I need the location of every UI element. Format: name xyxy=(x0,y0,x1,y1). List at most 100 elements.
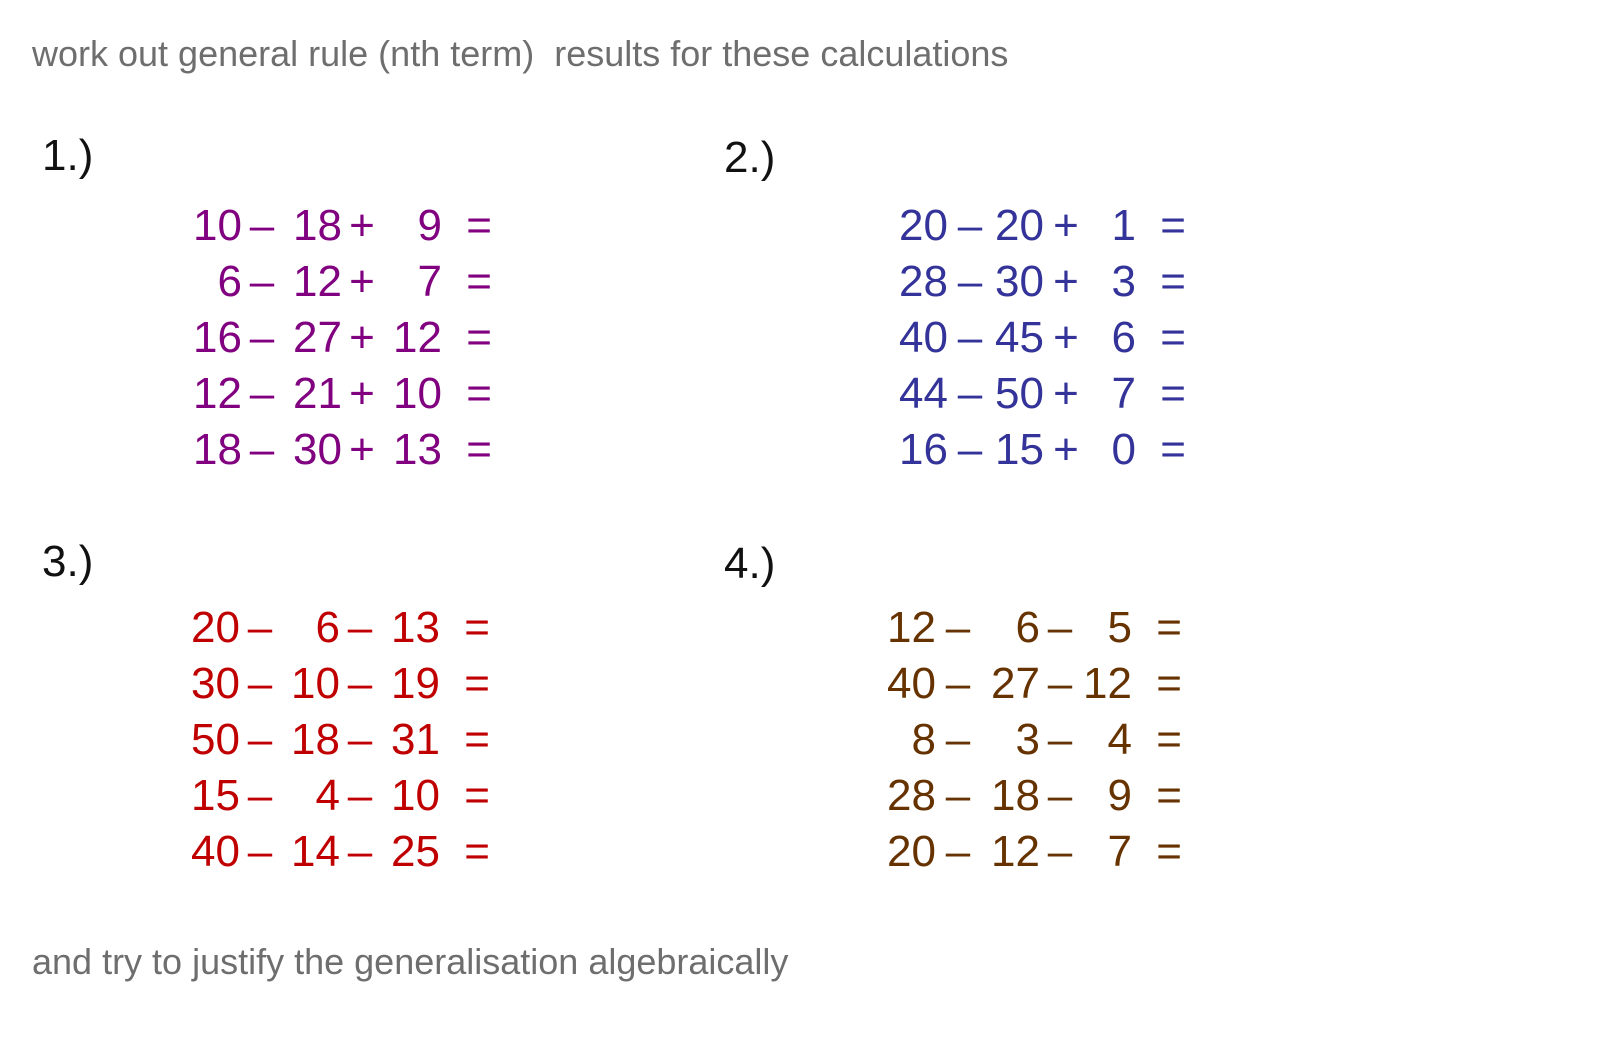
operand-a: 40 xyxy=(191,827,240,876)
operand-c: 4 xyxy=(1107,715,1132,764)
equation-row: 15–4–10 = xyxy=(186,768,490,824)
operand-c: 7 xyxy=(1107,827,1132,876)
operator-1: – xyxy=(945,603,971,652)
equals-sign: = xyxy=(1156,603,1182,652)
equation-row: 20–20 +1 = xyxy=(894,198,1186,254)
operand-a: 50 xyxy=(191,715,240,764)
operand-c: 7 xyxy=(1111,369,1136,418)
operand-c: 25 xyxy=(391,827,440,876)
operand-a: 15 xyxy=(191,771,240,820)
operand-c: 6 xyxy=(1111,313,1136,362)
equals-sign: = xyxy=(464,827,490,876)
equals-sign: = xyxy=(464,771,490,820)
operator-2: + xyxy=(349,201,375,250)
equation-row: 30–10–19 = xyxy=(186,656,490,712)
operand-c: 10 xyxy=(391,771,440,820)
equals-sign: = xyxy=(466,313,492,362)
operand-c: 9 xyxy=(417,201,442,250)
equation-row: 20–6–13 = xyxy=(186,600,490,656)
operator-2: + xyxy=(1053,369,1079,418)
equation-row: 20–12–7 = xyxy=(882,824,1182,880)
equation-row: 28–18–9 = xyxy=(882,768,1182,824)
operand-c: 1 xyxy=(1111,201,1136,250)
operand-b: 12 xyxy=(293,257,342,306)
operand-a: 28 xyxy=(899,257,948,306)
operator-2: – xyxy=(347,659,373,708)
equation-row: 40–14–25 = xyxy=(186,824,490,880)
operand-b: 30 xyxy=(995,257,1044,306)
equals-sign: = xyxy=(1156,771,1182,820)
equals-sign: = xyxy=(1160,425,1186,474)
operand-c: 9 xyxy=(1107,771,1132,820)
operand-a: 40 xyxy=(887,659,936,708)
equation-row: 8–3–4 = xyxy=(882,712,1182,768)
operand-c: 7 xyxy=(417,257,442,306)
operand-b: 18 xyxy=(991,771,1040,820)
operator-1: – xyxy=(247,771,273,820)
operator-2: – xyxy=(347,827,373,876)
operand-a: 18 xyxy=(193,425,242,474)
operand-b: 15 xyxy=(995,425,1044,474)
operand-a: 6 xyxy=(217,257,242,306)
operator-1: – xyxy=(249,425,275,474)
equation-row: 12–21 +10 = xyxy=(188,366,492,422)
operator-1: – xyxy=(957,201,983,250)
operator-1: – xyxy=(945,715,971,764)
equals-sign: = xyxy=(466,369,492,418)
equation-row: 6–12 +7 = xyxy=(188,254,492,310)
instruction-top: work out general rule (nth term) results… xyxy=(32,33,1009,74)
equals-sign: = xyxy=(1156,715,1182,764)
operator-2: – xyxy=(347,771,373,820)
equation-group-4: 12–6–5 = 40–27–12 = 8–3–4 = 28–18–9 = 20–12–7 = xyxy=(882,600,1182,880)
equation-row: 40–45 +6 = xyxy=(894,310,1186,366)
equation-row: 10–18 +9 = xyxy=(188,198,492,254)
operator-2: + xyxy=(349,257,375,306)
equals-sign: = xyxy=(1160,257,1186,306)
operand-a: 16 xyxy=(899,425,948,474)
equals-sign: = xyxy=(1156,659,1182,708)
operand-a: 28 xyxy=(887,771,936,820)
operand-c: 13 xyxy=(391,603,440,652)
operand-b: 10 xyxy=(291,659,340,708)
operator-1: – xyxy=(247,659,273,708)
operand-a: 12 xyxy=(887,603,936,652)
operand-c: 19 xyxy=(391,659,440,708)
operator-2: – xyxy=(1047,659,1073,708)
equation-row: 40–27–12 = xyxy=(882,656,1182,712)
operator-1: – xyxy=(957,257,983,306)
operand-a: 20 xyxy=(899,201,948,250)
operand-c: 31 xyxy=(391,715,440,764)
operand-c: 12 xyxy=(393,313,442,362)
operand-c: 13 xyxy=(393,425,442,474)
operand-c: 3 xyxy=(1111,257,1136,306)
operand-b: 3 xyxy=(1015,715,1040,764)
operand-b: 6 xyxy=(315,603,340,652)
operator-2: – xyxy=(1047,715,1073,764)
operand-a: 30 xyxy=(191,659,240,708)
equation-row: 18–30 +13 = xyxy=(188,422,492,478)
operand-b: 27 xyxy=(293,313,342,362)
operator-1: – xyxy=(957,369,983,418)
equation-row: 12–6–5 = xyxy=(882,600,1182,656)
question-number-1: 1.) xyxy=(42,131,94,180)
equals-sign: = xyxy=(1160,369,1186,418)
operand-a: 44 xyxy=(899,369,948,418)
operator-2: + xyxy=(1053,257,1079,306)
operator-2: + xyxy=(349,369,375,418)
operand-b: 21 xyxy=(293,369,342,418)
operator-2: – xyxy=(1047,603,1073,652)
equals-sign: = xyxy=(464,715,490,764)
operand-a: 16 xyxy=(193,313,242,362)
equals-sign: = xyxy=(1156,827,1182,876)
operator-2: + xyxy=(349,313,375,362)
operator-1: – xyxy=(247,603,273,652)
operand-b: 12 xyxy=(991,827,1040,876)
operator-1: – xyxy=(249,369,275,418)
operand-b: 18 xyxy=(293,201,342,250)
operator-1: – xyxy=(957,313,983,362)
equals-sign: = xyxy=(1160,313,1186,362)
equation-row: 28–30 +3 = xyxy=(894,254,1186,310)
operand-b: 27 xyxy=(991,659,1040,708)
operand-b: 45 xyxy=(995,313,1044,362)
operator-1: – xyxy=(249,201,275,250)
